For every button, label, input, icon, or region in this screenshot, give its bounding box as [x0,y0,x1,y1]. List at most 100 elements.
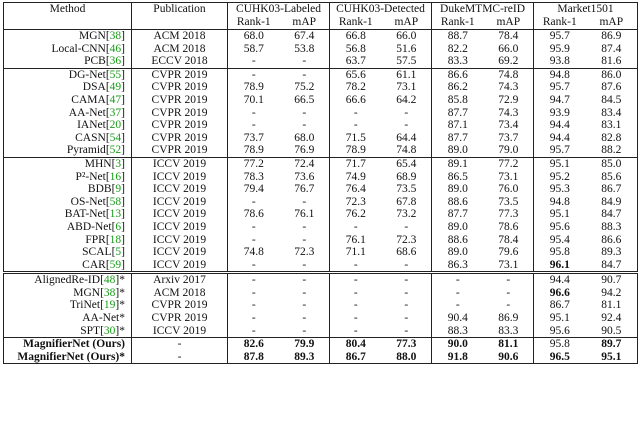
rank1-value: 88.7 [431,28,484,43]
citation-link[interactable]: 9 [115,183,122,196]
rank1-value: 95.6 [549,220,570,233]
rank1-value: 95.8 [533,337,586,351]
rank1-value: 95.2 [549,170,570,183]
metric-header-map: mAP [279,16,331,30]
rank1-value: 70.1 [243,93,264,106]
map-value: 51.6 [381,42,433,56]
citation-link[interactable]: 5 [115,246,122,259]
method-name: PCB [84,55,106,68]
citation-link[interactable]: 38 [109,30,122,42]
method-cell: FPR[18] [3,233,132,247]
map-value: 78.4 [483,28,535,43]
map-value: - [381,312,433,325]
map-value: - [279,55,331,69]
metric-header-map: mAP [381,16,433,30]
map-value: 79.6 [483,246,535,259]
column-header-publication: Publication [131,2,228,16]
citation-link[interactable]: 13 [109,208,122,221]
method-cell: MGN[38] [3,28,132,43]
map-value: 89.3 [585,246,639,259]
citation-link[interactable]: 30 [103,324,116,337]
method-name: AA-Net [82,312,120,325]
rank1-value: 96.1 [549,258,570,271]
citation-link[interactable]: 48 [103,274,116,287]
rank1-value: - [431,271,484,287]
map-value: 74.8 [381,144,433,158]
publication-cell: ICCV 2019 [131,246,228,259]
dataset-header-cuhk03-labeled: CUHK03-Labeled [227,2,331,16]
map-value: - [483,286,535,300]
citation-link[interactable]: 38 [103,286,116,299]
method-cell: OS-Net[58] [3,195,132,209]
method-cell: Pyramid[52] [3,144,132,158]
rank1-value: 71.5 [345,131,366,144]
method-name: SCAL [82,246,112,259]
publication-cell: CVPR 2019 [131,119,228,132]
metric-header-map: mAP [483,16,535,30]
method-cell: AA-Net* [3,312,132,325]
metric-header-rank1: Rank-1 [440,16,475,29]
rank1-value: 95.6 [549,324,570,337]
method-name: MGN [78,30,106,42]
map-value: 89.3 [279,350,331,365]
citation-link[interactable]: 54 [109,131,122,144]
rank1-value: 95.9 [549,42,570,55]
citation-link[interactable]: 58 [109,195,122,208]
rank1-value: 94.4 [549,131,570,144]
map-value: - [279,233,331,247]
rank1-value: 74.8 [243,246,264,259]
map-value: 76.9 [279,144,331,158]
rank1-value: 76.2 [345,208,366,221]
citation-link[interactable]: 20 [109,119,122,132]
rank1-value: 78.3 [243,170,264,183]
map-value: - [279,106,331,120]
publication-cell: CVPR 2019 [131,106,228,120]
publication-cell: ACM 2018 [131,286,228,300]
map-value: 66.0 [381,28,433,43]
citation-link[interactable]: 52 [109,144,122,157]
method-cell: SCAL[5] [3,246,132,259]
method-cell: DG-Net[55] [3,67,132,82]
rank1-value: 77.2 [227,156,280,171]
rank1-value: 78.2 [345,81,366,94]
citation-link[interactable]: 19 [103,299,116,312]
publication-cell: ICCV 2019 [131,170,228,184]
map-value: 73.4 [483,119,535,132]
table-row: MHN[3] ICCV 2019 77.2 72.4 71.7 65.4 89.1 77.2 9… [3,156,639,171]
method-name: TriNet [69,299,101,312]
rank1-value: - [251,324,256,337]
citation-link[interactable]: 36 [109,55,122,68]
table-row: P²-Net[16] ICCV 2019 78.3 73.6 74.9 68.9 86.5 7… [3,170,639,184]
map-value: 88.3 [585,220,639,234]
map-value: 74.3 [483,106,535,120]
map-value: 88.2 [585,144,639,158]
citation-link[interactable]: 3 [115,157,122,170]
table-row: FPR[18] ICCV 2019 - - 76.1 72.3 88.6 78.4 95.4 86… [3,233,639,247]
map-value: 85.0 [585,156,639,171]
rank1-value: 74.9 [345,170,366,183]
map-value: 73.1 [483,170,535,184]
citation-link[interactable]: 18 [109,233,122,246]
citation-link[interactable]: 16 [109,170,122,183]
citation-link[interactable]: 6 [115,220,122,233]
method-cell: MagnifierNet (Ours)* [3,350,132,365]
citation-link[interactable]: 59 [109,258,122,271]
map-value: - [483,299,535,313]
rank1-value: 95.1 [549,208,570,221]
map-value: 94.2 [585,286,639,300]
publication-cell: - [131,337,228,351]
publication-cell: Arxiv 2017 [131,271,228,287]
method-name: MagnifierNet (Ours) [23,338,125,351]
citation-link[interactable]: 46 [109,42,122,55]
citation-link[interactable]: 49 [109,81,122,94]
citation-link[interactable]: 47 [109,93,122,106]
rank1-value: 78.6 [243,208,264,221]
map-value: 73.1 [483,258,535,273]
citation-link[interactable]: 37 [109,106,122,119]
publication-cell: ICCV 2019 [131,258,228,273]
method-name: IANet [77,119,106,132]
rank1-value: - [251,195,256,208]
citation-link[interactable]: 55 [109,68,122,81]
map-value: - [381,299,433,313]
map-value: 83.1 [585,119,639,132]
